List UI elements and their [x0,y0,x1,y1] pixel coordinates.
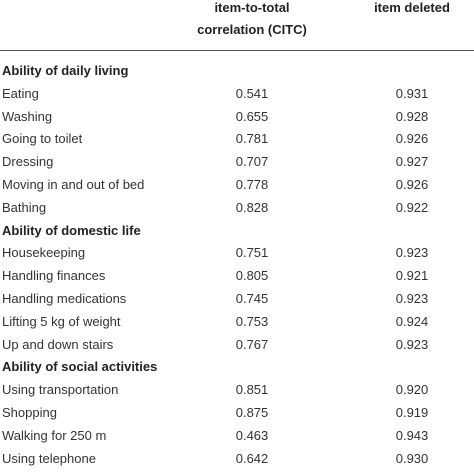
citc-value: 0.851 [235,382,269,398]
citc-value: 0.463 [235,427,269,443]
header-cell: item deleted [374,0,450,15]
alpha-value: 0.930 [395,450,429,466]
row-label: Dressing [2,154,54,170]
citc-value: 0.745 [235,291,269,306]
alpha-value: 0.928 [395,108,429,124]
row-label: Lifting 5 kg of weight [2,313,121,329]
alpha-value: 0.943 [395,427,429,443]
citc-value: 0.655 [235,108,269,124]
row-label: Shopping [2,405,57,420]
row-label: Handling finances [2,268,106,284]
alpha-value: 0.931 [395,85,429,101]
citc-value: 0.778 [235,177,269,192]
row-label: Handling medications [2,291,127,306]
alpha-value: 0.923 [395,245,429,261]
header-cell: item-to-total [214,0,290,15]
citc-value: 0.828 [235,199,269,215]
citc-value: 0.781 [235,131,269,147]
row-label: Going to toilet [2,131,83,147]
citc-value: 0.642 [235,450,269,466]
row-label: Housekeeping [2,245,86,261]
citc-value: 0.753 [235,313,269,329]
citc-value: 0.751 [235,245,269,261]
alpha-value: 0.927 [395,154,429,170]
alpha-value: 0.919 [395,405,429,420]
citc-value: 0.875 [235,405,269,420]
row-label: Eating [2,85,39,101]
alpha-value: 0.921 [395,268,429,284]
row-label: Moving in and out of bed [2,177,145,192]
citc-value: 0.805 [235,268,269,284]
alpha-value: 0.922 [395,199,429,215]
section-title: Ability of daily living [2,63,129,78]
row-label: Using telephone [2,450,96,466]
row-label: Washing [2,108,53,124]
row-label: Using transportation [2,382,119,398]
citc-value: 0.707 [235,154,269,170]
alpha-value: 0.926 [395,177,429,192]
row-label: Walking for 250 m [2,427,107,443]
alpha-value: 0.924 [395,313,429,329]
header-rule [0,50,474,51]
alpha-value: 0.920 [395,382,429,398]
row-label: Bathing [2,199,47,215]
section-title: Ability of domestic life [2,222,141,238]
citc-value: 0.767 [235,336,269,352]
alpha-value: 0.923 [395,336,429,352]
header-cell: correlation (CITC) [197,22,307,37]
row-label: Up and down stairs [2,336,114,352]
citc-value: 0.541 [235,85,269,101]
alpha-value: 0.926 [395,131,429,147]
alpha-value: 0.923 [395,291,429,306]
section-title: Ability of social activities [2,359,158,375]
